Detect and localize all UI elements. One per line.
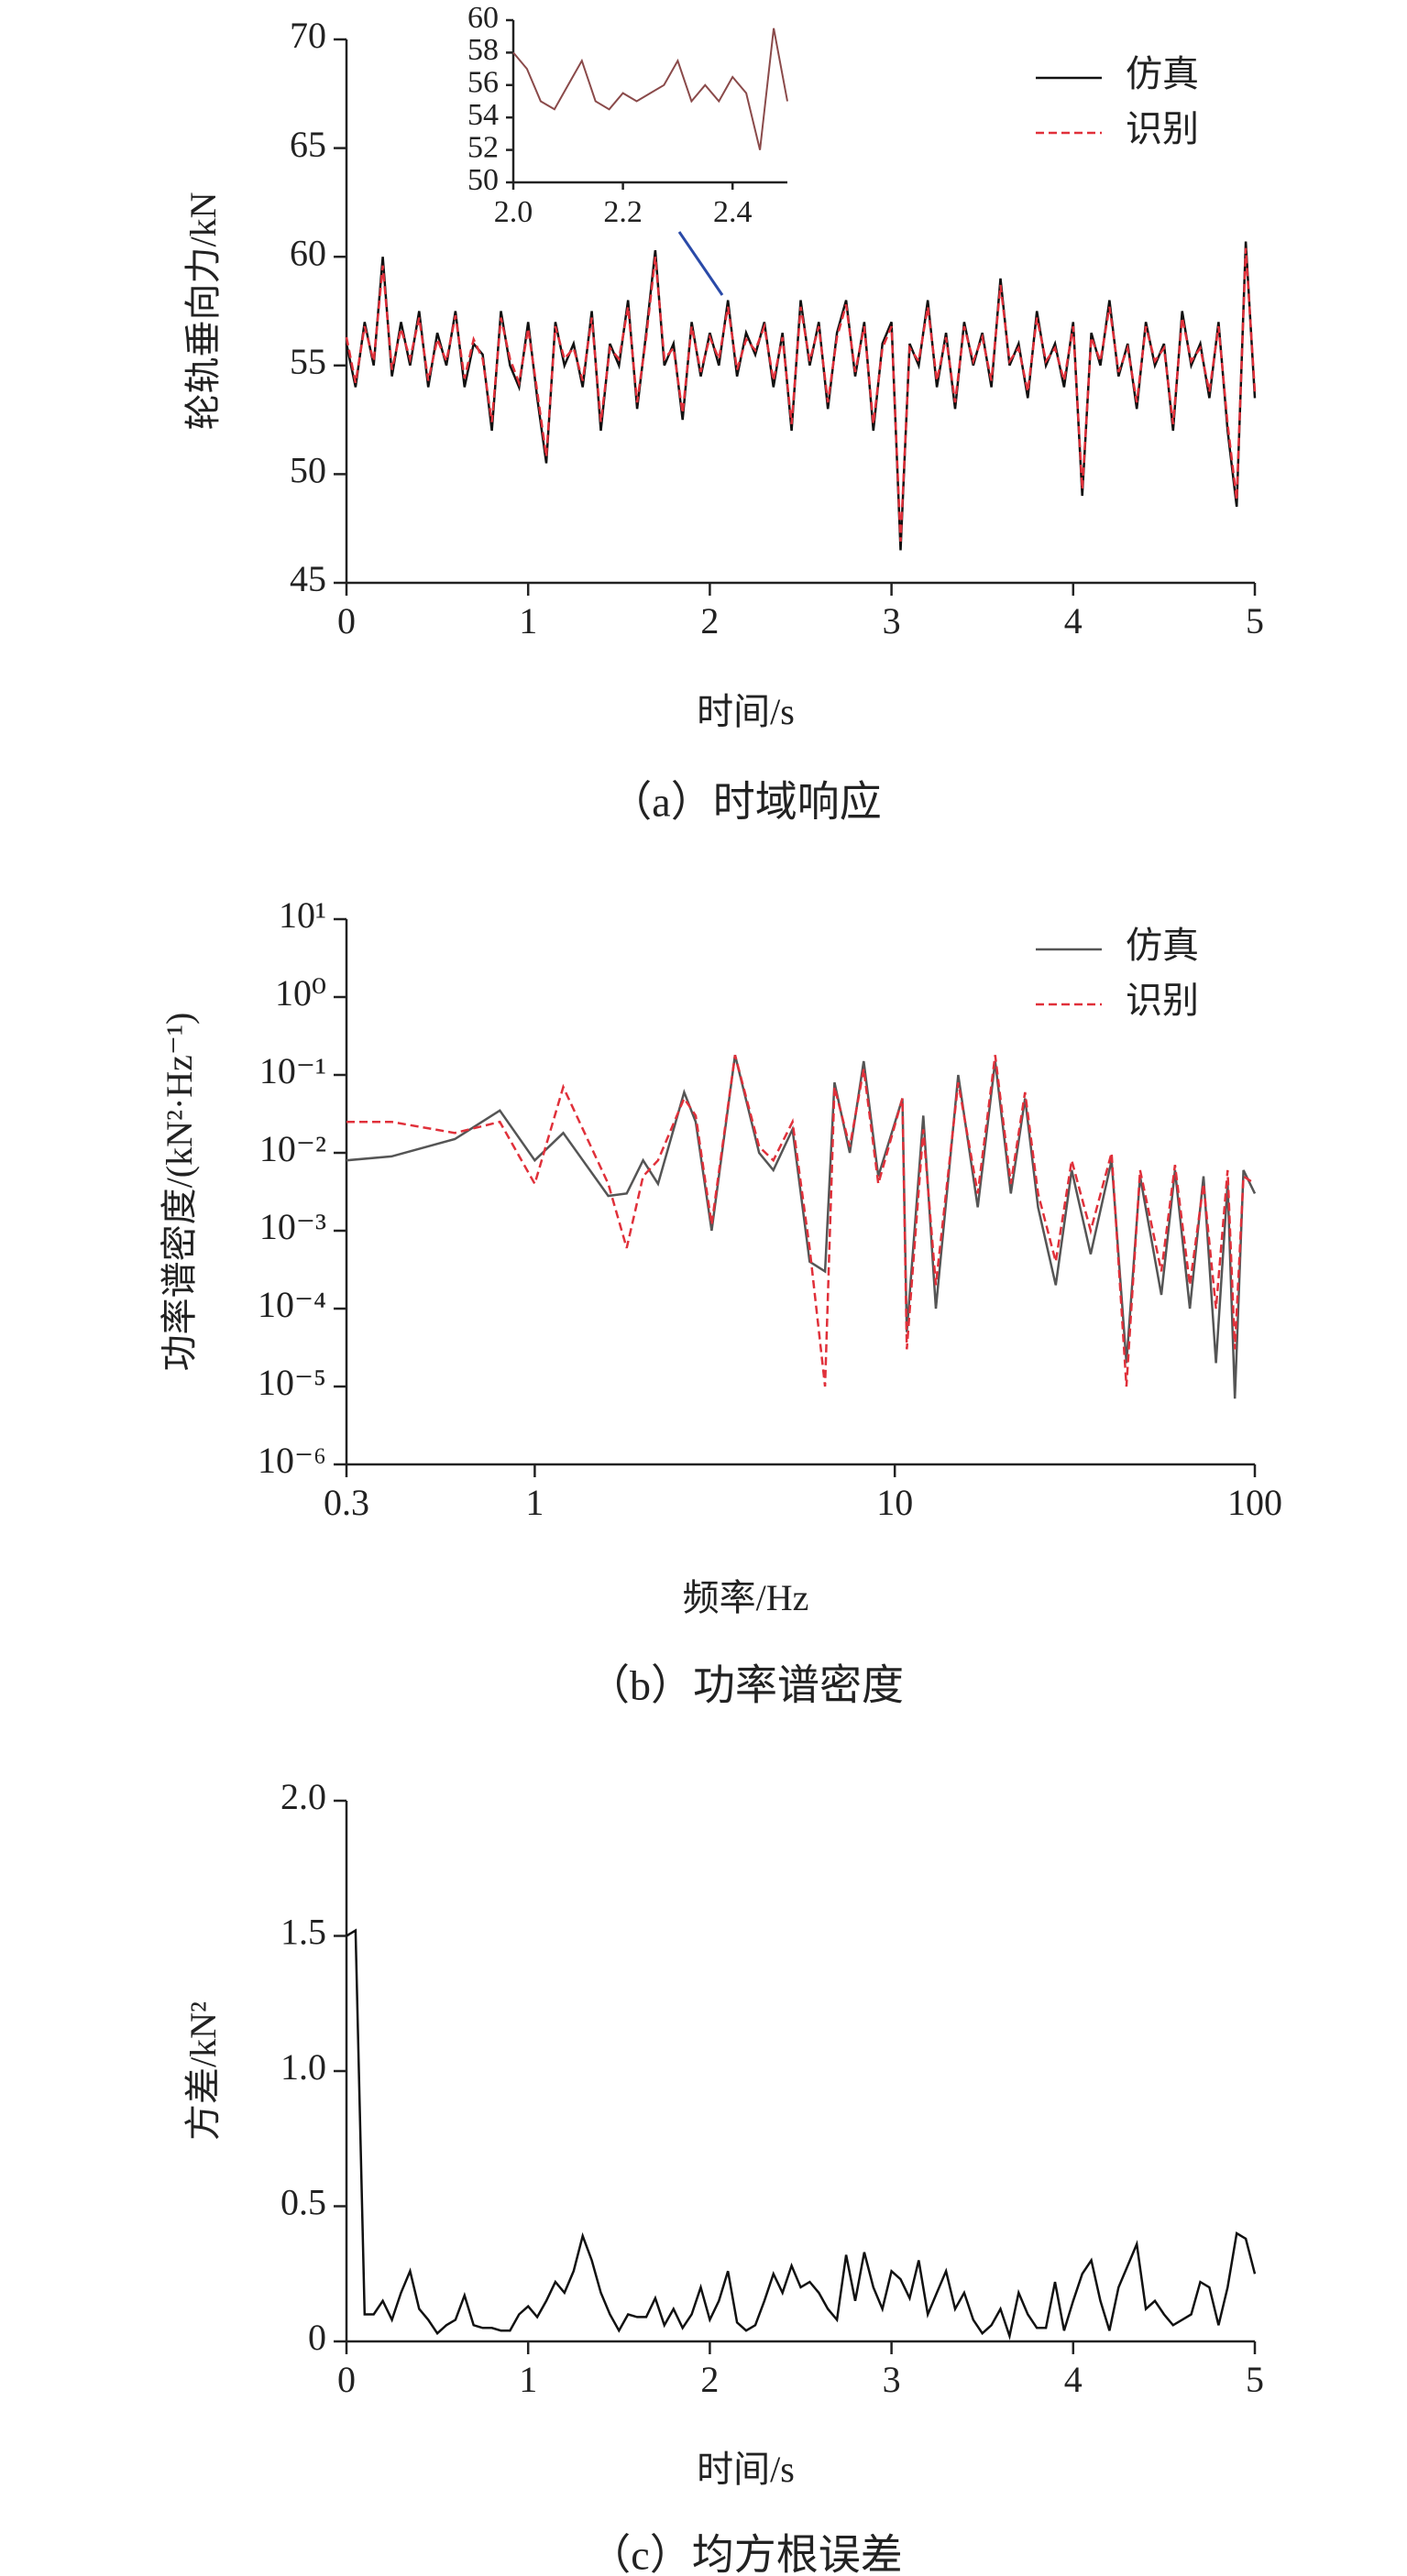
data-line [346, 1054, 1256, 1387]
y-tick-label: 52 [467, 130, 499, 164]
legend-label: 仿真 [1126, 53, 1199, 94]
x-tick-label: 4 [1064, 2359, 1083, 2400]
x-tick-label: 0 [337, 600, 356, 641]
y-tick-label: 10⁻¹ [259, 1050, 326, 1091]
chart-title: （b）功率谱密度 [588, 1662, 904, 1709]
y-tick-label: 10⁰ [275, 972, 326, 1014]
x-tick-label: 3 [883, 2359, 901, 2400]
y-tick-label: 50 [467, 163, 499, 197]
x-tick-label: 2 [700, 2359, 719, 2400]
y-tick-label: 65 [290, 124, 326, 165]
chart-title: （a）时域响应 [610, 779, 881, 826]
data-line [345, 241, 1257, 551]
y-tick-label: 45 [290, 558, 326, 599]
legend-label: 识别 [1126, 108, 1199, 149]
y-tick-label: 10⁻³ [259, 1206, 326, 1247]
x-tick-label: 2.0 [494, 195, 533, 229]
y-tick-label: 58 [467, 33, 499, 67]
x-tick-label: 4 [1064, 600, 1083, 641]
y-tick-label: 56 [467, 66, 499, 100]
y-tick-label: 10⁻⁶ [258, 1440, 326, 1481]
y-tick-label: 10⁻⁴ [258, 1284, 326, 1325]
x-tick-label: 2.2 [603, 195, 643, 229]
inset-connector [677, 231, 724, 296]
y-tick-label: 1.0 [280, 2046, 326, 2088]
chart-title: （c）均方根误差 [588, 2532, 902, 2576]
y-tick-label: 0 [308, 2317, 326, 2358]
x-axis-label: 时间/s [697, 2449, 795, 2490]
x-tick-label: 1 [519, 2359, 537, 2400]
data-line [346, 1055, 1257, 1399]
y-axis-label: 轮轨垂向力/kN [182, 192, 224, 431]
y-tick-label: 50 [290, 450, 326, 491]
x-axis-label: 频率/Hz [683, 1577, 809, 1618]
y-tick-label: 54 [467, 98, 499, 132]
x-tick-label: 0 [337, 2359, 356, 2400]
x-tick-label: 5 [1246, 600, 1264, 641]
y-tick-label: 10⁻⁵ [258, 1362, 326, 1403]
legend-label: 仿真 [1126, 925, 1199, 966]
x-tick-label: 1 [525, 1482, 544, 1523]
y-tick-label: 0.5 [280, 2182, 326, 2223]
x-tick-label: 2.4 [713, 195, 753, 229]
x-tick-label: 3 [883, 600, 901, 641]
x-tick-label: 100 [1227, 1482, 1282, 1523]
y-tick-label: 10¹ [279, 894, 326, 936]
data-line [345, 247, 1257, 542]
y-axis-label: 方差/kN² [182, 2001, 224, 2141]
x-tick-label: 2 [700, 600, 719, 641]
x-tick-label: 5 [1246, 2359, 1264, 2400]
data-line [512, 27, 788, 150]
y-tick-label: 1.5 [280, 1912, 326, 1953]
data-line [346, 1928, 1257, 2340]
y-tick-label: 70 [290, 15, 326, 56]
y-tick-label: 10⁻² [259, 1128, 326, 1169]
x-tick-label: 10 [876, 1482, 913, 1523]
x-tick-label: 0.3 [324, 1482, 369, 1523]
legend-label: 识别 [1126, 980, 1199, 1021]
y-tick-label: 60 [290, 232, 326, 273]
x-axis-label: 时间/s [697, 691, 795, 732]
chart: 10⁻⁶ 10⁻⁵ 10⁻⁴ 10⁻³ 10⁻² 10⁻¹ 10⁰ 10¹ 0.3 1 10 100 （… [159, 894, 1282, 1708]
y-tick-label: 60 [467, 1, 499, 35]
y-tick-label: 2.0 [280, 1776, 326, 1817]
x-tick-label: 1 [519, 600, 537, 641]
y-tick-label: 55 [290, 341, 326, 382]
y-axis-label: 功率谱密度/(kN²·Hz⁻¹) [159, 1013, 200, 1372]
